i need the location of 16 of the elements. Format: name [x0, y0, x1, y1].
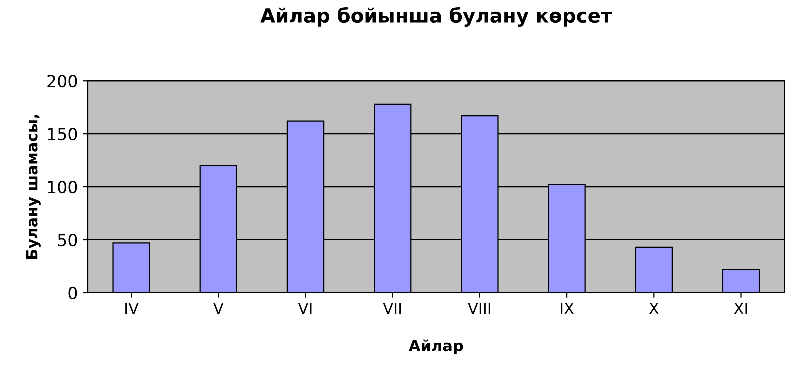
y-tick-label: 150	[48, 128, 78, 141]
x-axis-title: Айлар	[408, 340, 464, 355]
y-tick-label: 0	[68, 286, 78, 300]
y-tick-label: 50	[58, 234, 78, 247]
y-tick-label: 200	[48, 75, 78, 88]
x-tick-label: X	[649, 303, 659, 314]
x-tick-label: IV	[126, 303, 139, 314]
x-tick-label: V	[214, 303, 224, 314]
x-tick-label: IX	[561, 303, 574, 314]
x-tick-label: XI	[734, 303, 748, 314]
chart-title: Айлар бойынша булану көрсет	[260, 7, 612, 27]
x-tick-label: VIII	[468, 303, 490, 314]
y-tick-label: 100	[48, 181, 78, 194]
x-tick-label: VI	[298, 303, 312, 314]
y-axis-title: Булану шамасы,	[26, 115, 41, 260]
x-tick-label: VII	[383, 303, 402, 314]
